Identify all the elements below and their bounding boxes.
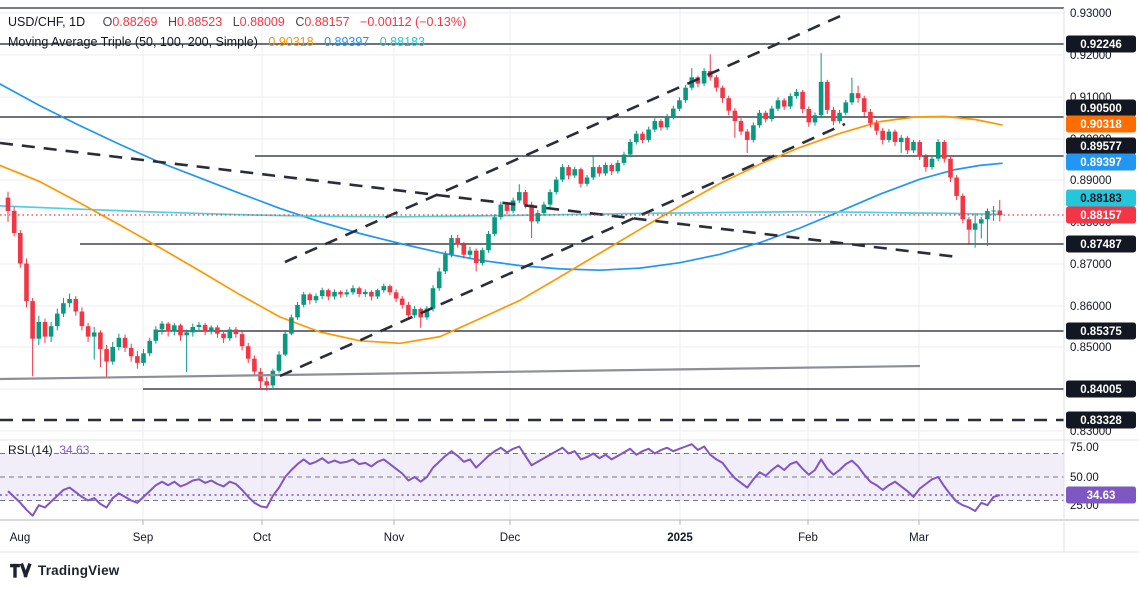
candlestick-series[interactable] xyxy=(5,53,1003,391)
svg-text:0.93000: 0.93000 xyxy=(1070,8,1112,20)
price-axis-badge: 0.92246 xyxy=(1066,35,1136,53)
pane-dividers xyxy=(0,8,1139,553)
svg-text:0.89577: 0.89577 xyxy=(1080,141,1122,153)
svg-text:0.89000: 0.89000 xyxy=(1070,175,1112,187)
horizontal-level-lines[interactable] xyxy=(0,7,1064,422)
svg-text:0.83000: 0.83000 xyxy=(1070,426,1112,438)
price-axis-badge: 0.90318 xyxy=(1066,115,1136,133)
svg-text:0.85000: 0.85000 xyxy=(1070,342,1112,354)
price-axis-badge: 34.63 xyxy=(1066,486,1136,504)
open-label: O xyxy=(102,15,113,29)
current-price-line[interactable] xyxy=(0,214,1064,496)
price-axis-badge: 0.88183 xyxy=(1066,189,1136,207)
price-axis-badge: 0.83328 xyxy=(1066,411,1136,429)
time-axis-label: 2025 xyxy=(667,532,693,544)
price-axis-badge: 0.84005 xyxy=(1066,380,1136,398)
low-label: L xyxy=(232,15,240,29)
svg-text:0.90500: 0.90500 xyxy=(1080,103,1122,115)
svg-text:0.86000: 0.86000 xyxy=(1070,301,1112,313)
time-axis-label: Feb xyxy=(798,532,818,544)
price-axis-badge: 0.89397 xyxy=(1066,153,1136,171)
svg-text:34.63: 34.63 xyxy=(1087,490,1116,502)
rsi-value: 34.63 xyxy=(59,443,90,457)
gray-support-line[interactable] xyxy=(0,364,921,381)
symbol-title: USD/CHF, 1D xyxy=(8,15,86,29)
price-axis[interactable]: 0.930000.920000.910000.900000.890000.880… xyxy=(1066,8,1136,512)
open-value: 0.88269 xyxy=(112,15,158,29)
svg-text:0.90318: 0.90318 xyxy=(1080,119,1122,131)
close-label: C xyxy=(295,15,305,29)
rsi-plot[interactable] xyxy=(7,443,1001,517)
change-value: −0.00112 (−0.13%) xyxy=(360,15,467,29)
price-axis-badge: 0.87487 xyxy=(1066,235,1136,253)
svg-text:0.83328: 0.83328 xyxy=(1080,415,1122,427)
price-axis-badge: 0.89577 xyxy=(1066,137,1136,155)
svg-text:0.88183: 0.88183 xyxy=(1080,193,1122,205)
indicator-legend-row[interactable]: Moving Average Triple (50, 100, 200, Sim… xyxy=(8,35,425,49)
svg-text:0.92246: 0.92246 xyxy=(1080,39,1122,51)
svg-text:50.00: 50.00 xyxy=(1070,472,1099,484)
high-label: H xyxy=(167,15,178,29)
rsi-title: RSI (14) xyxy=(8,443,53,457)
svg-text:0.87487: 0.87487 xyxy=(1080,239,1122,251)
ascending-channel-upper[interactable] xyxy=(284,12,846,264)
descending-dashed-line[interactable] xyxy=(0,141,959,259)
time-axis-label: Oct xyxy=(253,532,272,544)
symbol-legend-row[interactable]: USD/CHF, 1D O0.88269 H0.88523 L0.88009 C… xyxy=(8,15,466,29)
svg-text:0.88157: 0.88157 xyxy=(1080,210,1122,222)
rsi-band xyxy=(0,453,1064,501)
price-axis-badge: 0.90500 xyxy=(1066,99,1136,117)
price-axis-badge: 0.88157 xyxy=(1066,206,1136,224)
low-value: 0.88009 xyxy=(239,15,285,29)
svg-text:0.84005: 0.84005 xyxy=(1080,384,1122,396)
ma200-value: 0.88183 xyxy=(379,35,425,49)
tradingview-logo-icon xyxy=(10,563,32,578)
time-axis-label: Aug xyxy=(10,532,30,544)
tradingview-logo-text: TradingView xyxy=(38,563,120,578)
svg-text:0.87000: 0.87000 xyxy=(1070,259,1112,271)
svg-text:0.85375: 0.85375 xyxy=(1080,326,1122,338)
tradingview-logo[interactable]: TradingView xyxy=(10,562,119,579)
ma-indicator-title: Moving Average Triple (50, 100, 200, Sim… xyxy=(8,35,258,49)
high-value: 0.88523 xyxy=(177,15,223,29)
trend-lines[interactable] xyxy=(0,12,959,381)
svg-text:0.89397: 0.89397 xyxy=(1080,157,1122,169)
moving-averages[interactable] xyxy=(0,83,1003,345)
time-axis-label: Sep xyxy=(133,532,153,544)
svg-text:75.00: 75.00 xyxy=(1070,442,1099,454)
time-axis-label: Dec xyxy=(500,532,521,544)
time-axis-label: Mar xyxy=(909,532,929,544)
svg-text:0.92000: 0.92000 xyxy=(1070,50,1112,62)
rsi-legend-row[interactable]: RSI (14) 34.63 xyxy=(8,443,89,457)
ma50-value: 0.90318 xyxy=(268,35,314,49)
price-axis-badge: 0.85375 xyxy=(1066,322,1136,340)
ma100-value: 0.89397 xyxy=(324,35,370,49)
ascending-channel-lower[interactable] xyxy=(279,122,846,378)
close-value: 0.88157 xyxy=(304,15,350,29)
time-axis-label: Nov xyxy=(384,532,405,544)
time-axis[interactable]: Aug Sep Oct Nov Dec 2025 Feb Mar xyxy=(10,520,929,544)
